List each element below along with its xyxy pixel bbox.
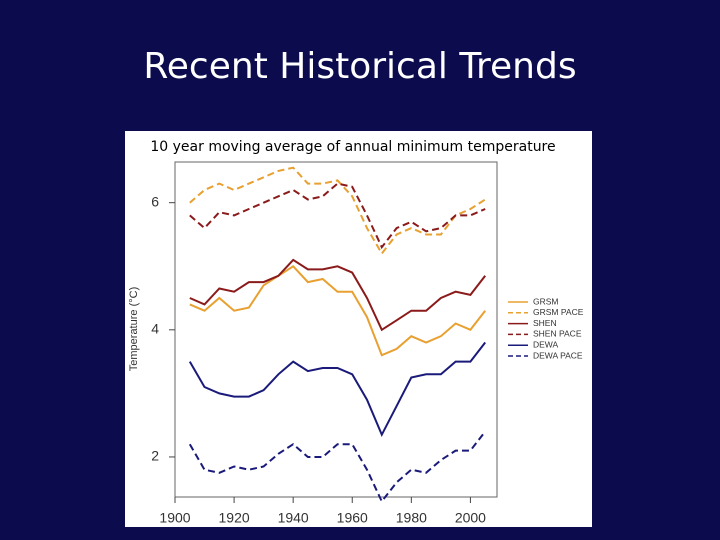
series-line bbox=[188, 341, 486, 438]
y-tick-label: 2 bbox=[151, 448, 159, 464]
x-tick-label: 1940 bbox=[278, 510, 309, 526]
y-axis-label: Temperature (°C) bbox=[128, 287, 140, 371]
legend-label: GRSM bbox=[533, 296, 559, 306]
legend-label: DEWA bbox=[533, 339, 559, 349]
legend-label: DEWA PACE bbox=[533, 350, 583, 360]
legend-label: SHEN bbox=[533, 318, 557, 328]
legend-label: SHEN PACE bbox=[533, 329, 582, 339]
x-tick-label: 2000 bbox=[455, 510, 486, 526]
series-line bbox=[189, 166, 486, 256]
y-tick-label: 4 bbox=[151, 321, 159, 337]
x-tick-label: 1920 bbox=[219, 510, 250, 526]
legend-label: GRSM PACE bbox=[533, 307, 584, 317]
slide-title: Recent Historical Trends bbox=[143, 46, 576, 87]
y-tick-label: 6 bbox=[151, 193, 159, 209]
x-tick-label: 1980 bbox=[396, 510, 427, 526]
series-line bbox=[189, 258, 486, 332]
x-tick-label: 1900 bbox=[159, 510, 190, 526]
chart-title: 10 year moving average of annual minimum… bbox=[150, 139, 555, 155]
chart-panel bbox=[125, 131, 592, 527]
series-line bbox=[189, 182, 486, 250]
series-line bbox=[189, 265, 486, 357]
x-tick-label: 1960 bbox=[337, 510, 368, 526]
series-line bbox=[188, 430, 486, 504]
